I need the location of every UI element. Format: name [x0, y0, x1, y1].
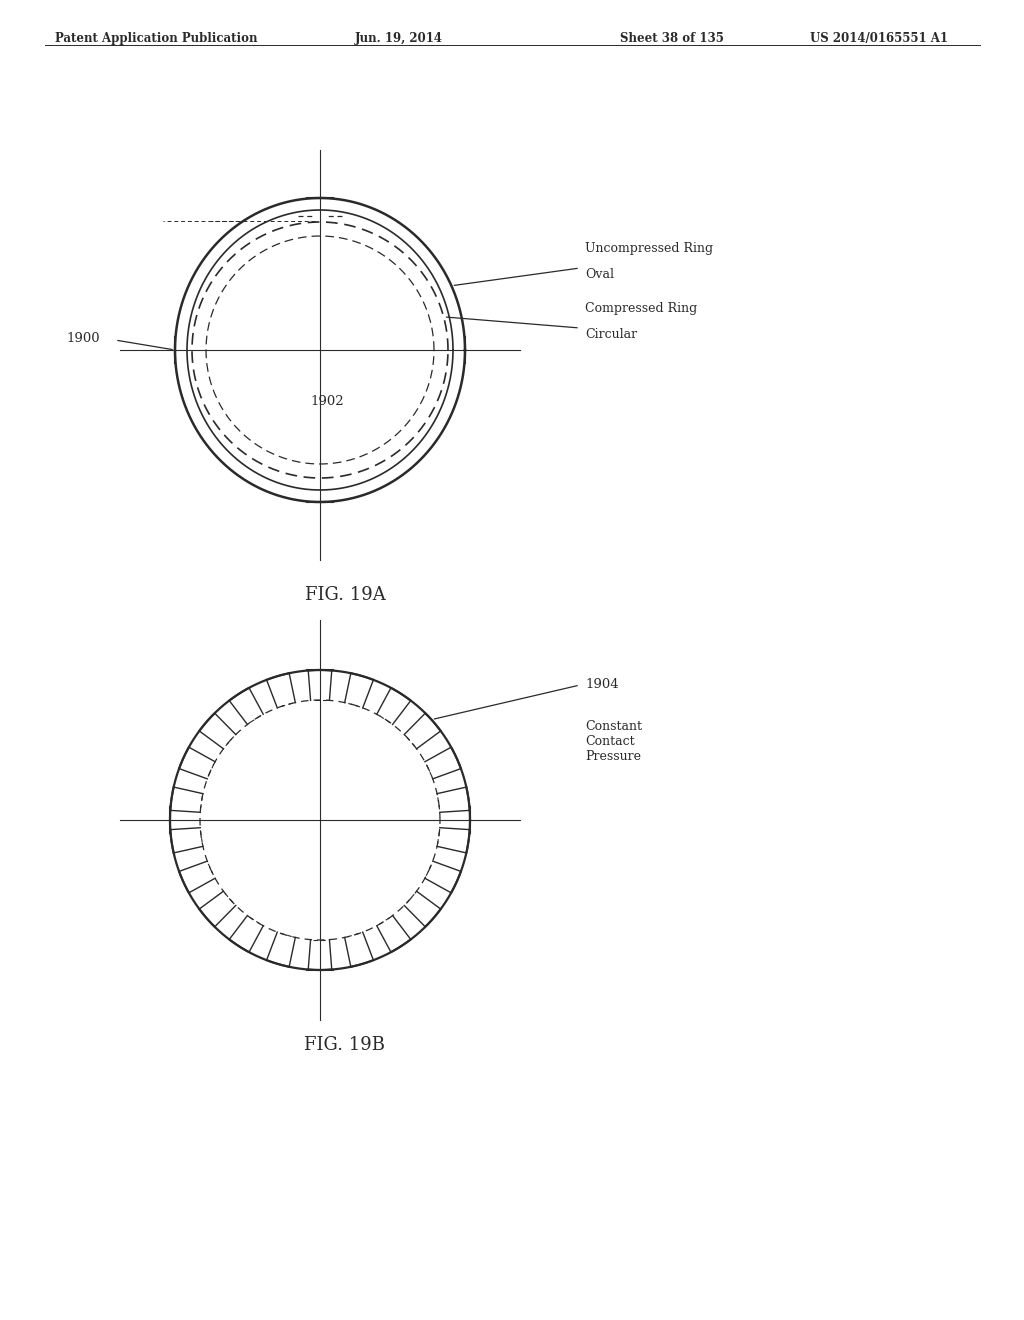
Text: FIG. 19B: FIG. 19B	[304, 1036, 385, 1053]
Text: 1902: 1902	[310, 395, 344, 408]
Text: FIG. 19A: FIG. 19A	[304, 586, 385, 605]
Text: Constant
Contact
Pressure: Constant Contact Pressure	[585, 719, 642, 763]
Text: Uncompressed Ring: Uncompressed Ring	[585, 242, 713, 255]
Text: Compressed Ring: Compressed Ring	[585, 302, 697, 315]
Text: US 2014/0165551 A1: US 2014/0165551 A1	[810, 32, 948, 45]
Text: Oval: Oval	[585, 268, 614, 281]
Text: 1900: 1900	[67, 331, 100, 345]
Text: Jun. 19, 2014: Jun. 19, 2014	[355, 32, 443, 45]
Text: 1904: 1904	[585, 678, 618, 692]
Text: Circular: Circular	[585, 327, 637, 341]
Text: Sheet 38 of 135: Sheet 38 of 135	[620, 32, 724, 45]
Text: Patent Application Publication: Patent Application Publication	[55, 32, 257, 45]
